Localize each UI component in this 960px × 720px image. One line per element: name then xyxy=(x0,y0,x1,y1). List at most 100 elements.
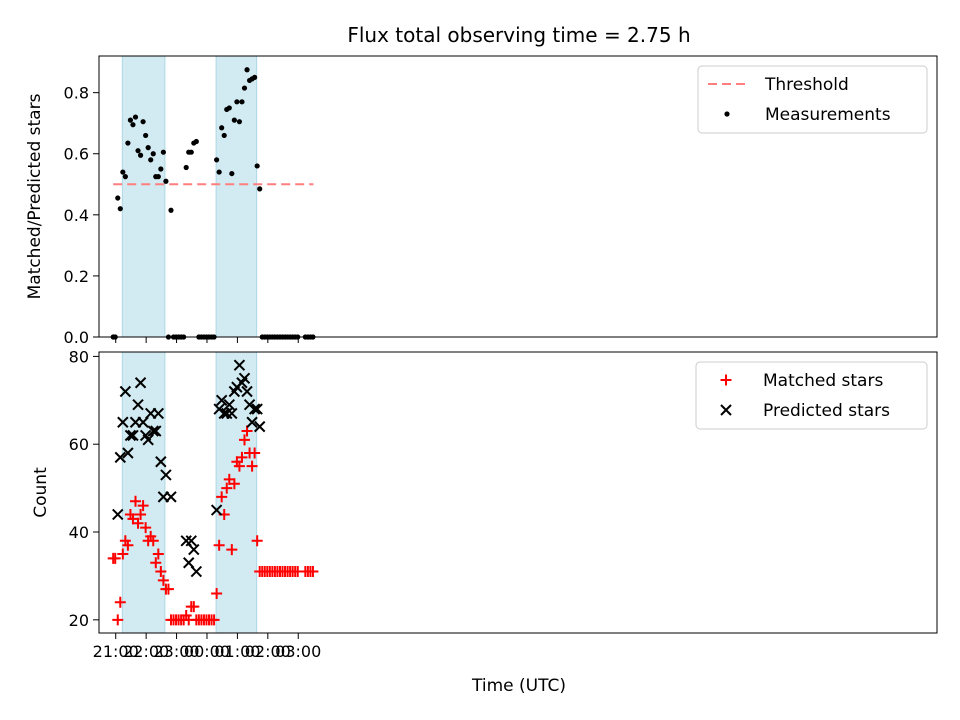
matched-star-point xyxy=(188,601,200,613)
measurement-point xyxy=(163,178,169,184)
measurement-point xyxy=(231,117,237,123)
x-tick-label: 02:00 xyxy=(245,642,291,661)
y-tick-label: 0.4 xyxy=(64,206,89,225)
matched-star-point xyxy=(236,451,248,463)
matched-star-point xyxy=(249,447,261,459)
measurement-point xyxy=(236,119,243,125)
y-tick-label: 40 xyxy=(69,523,89,542)
matched-star-point xyxy=(112,614,124,626)
predicted-star-point xyxy=(112,508,124,521)
x-tick-label: 01:00 xyxy=(214,642,260,661)
predicted-star-point xyxy=(155,456,167,468)
predicted-star-point xyxy=(124,429,137,442)
matched-star-point xyxy=(109,552,121,564)
measurement-point xyxy=(130,122,136,128)
measurement-point xyxy=(241,85,248,91)
predicted-star-point xyxy=(114,451,126,464)
measurement-point xyxy=(168,207,174,213)
legend-predicted-swatch xyxy=(720,404,732,416)
matched-star-point xyxy=(251,535,263,547)
measurement-point xyxy=(244,67,250,73)
y-tick-label: 0.0 xyxy=(64,328,89,347)
predicted-star-point xyxy=(147,425,159,437)
measurement-point xyxy=(117,206,123,212)
measurement-point xyxy=(127,117,134,123)
matched-star-point xyxy=(162,583,174,595)
observing-window xyxy=(121,55,166,338)
measurement-point xyxy=(257,186,263,192)
matched-star-point xyxy=(238,434,250,446)
matched-star-point xyxy=(228,478,240,490)
measurement-point xyxy=(188,149,194,155)
legend-label: Threshold xyxy=(764,75,849,95)
measurement-point xyxy=(145,145,151,151)
x-tick-label: 03:00 xyxy=(275,642,321,661)
matched-star-point xyxy=(221,482,233,494)
measurement-point xyxy=(234,99,240,105)
predicted-star-point xyxy=(251,403,263,415)
top-panel: 0.0 0.2 0.4 0.6 0.8 Matched/Predicted stars Th… xyxy=(25,55,938,347)
y-tick-label: 0.8 xyxy=(64,84,89,103)
matched-star-point xyxy=(117,548,129,560)
matched-star-point xyxy=(137,500,149,512)
matched-star-point xyxy=(130,495,142,507)
legend-label: Matched stars xyxy=(763,371,883,391)
measurement-point xyxy=(135,148,141,154)
measurement-point xyxy=(221,132,227,139)
measurement-point xyxy=(132,114,139,120)
matched-star-point xyxy=(150,557,162,569)
predicted-star-point xyxy=(246,416,258,428)
y-tick-label: 80 xyxy=(69,347,89,366)
legend: Threshold Measurements xyxy=(697,65,928,134)
measurement-point xyxy=(214,157,220,163)
matched-star-point xyxy=(226,544,238,556)
measurement-point xyxy=(115,195,121,201)
x-tick-label: 00:00 xyxy=(184,642,230,661)
bottom-panel: 20 40 60 80 Count 21:0022:0023:0000:0001:0002… xyxy=(31,347,938,661)
measurement-point xyxy=(219,125,225,131)
legend-measurements-swatch xyxy=(724,111,730,117)
measurement-point xyxy=(183,164,189,171)
predicted-star-point xyxy=(188,543,200,556)
y-axis-label: Matched/Predicted stars xyxy=(25,93,45,299)
matched-star-point xyxy=(122,539,134,551)
y-axis-label: Count xyxy=(31,467,51,518)
predicted-star-point xyxy=(127,429,139,442)
x-tick-label: 21:00 xyxy=(93,642,139,661)
measurement-point xyxy=(140,119,146,125)
predicted-star-point xyxy=(253,420,266,433)
measurement-point xyxy=(158,166,164,172)
measurement-point xyxy=(239,99,245,105)
matched-star-point xyxy=(155,566,167,578)
matched-star-point xyxy=(233,460,245,472)
predicted-star-point xyxy=(150,425,162,437)
legend-frame xyxy=(695,361,928,430)
predicted-star-point xyxy=(210,504,223,516)
measurement-point xyxy=(193,138,199,145)
matched-star-point xyxy=(114,596,126,608)
matched-star-point xyxy=(135,508,147,520)
x-axis-label: Time (UTC) xyxy=(471,676,566,696)
legend: Matched stars Predicted stars xyxy=(695,361,928,430)
legend-label: Measurements xyxy=(765,105,891,125)
predicted-star-point xyxy=(226,407,238,420)
matched-star-point xyxy=(152,548,164,560)
matched-star-point xyxy=(147,535,159,547)
measurement-point xyxy=(120,169,126,175)
predicted-star-point xyxy=(119,385,132,398)
y-tick-label: 0.6 xyxy=(64,145,89,164)
matched-star-point xyxy=(216,491,228,503)
predicted-star-point xyxy=(117,416,129,428)
measurement-point xyxy=(143,132,149,139)
legend-matched-swatch xyxy=(720,374,732,386)
predicted-star-point xyxy=(233,359,246,371)
predicted-star-point xyxy=(215,394,228,407)
matched-star-point xyxy=(140,522,152,534)
axes-frame xyxy=(98,55,938,338)
predicted-star-point xyxy=(248,403,261,415)
predicted-star-point xyxy=(190,565,203,578)
matched-star-point xyxy=(208,614,220,626)
observing-window xyxy=(215,55,258,338)
axes-frame xyxy=(98,351,938,634)
measurement-point xyxy=(137,152,144,158)
